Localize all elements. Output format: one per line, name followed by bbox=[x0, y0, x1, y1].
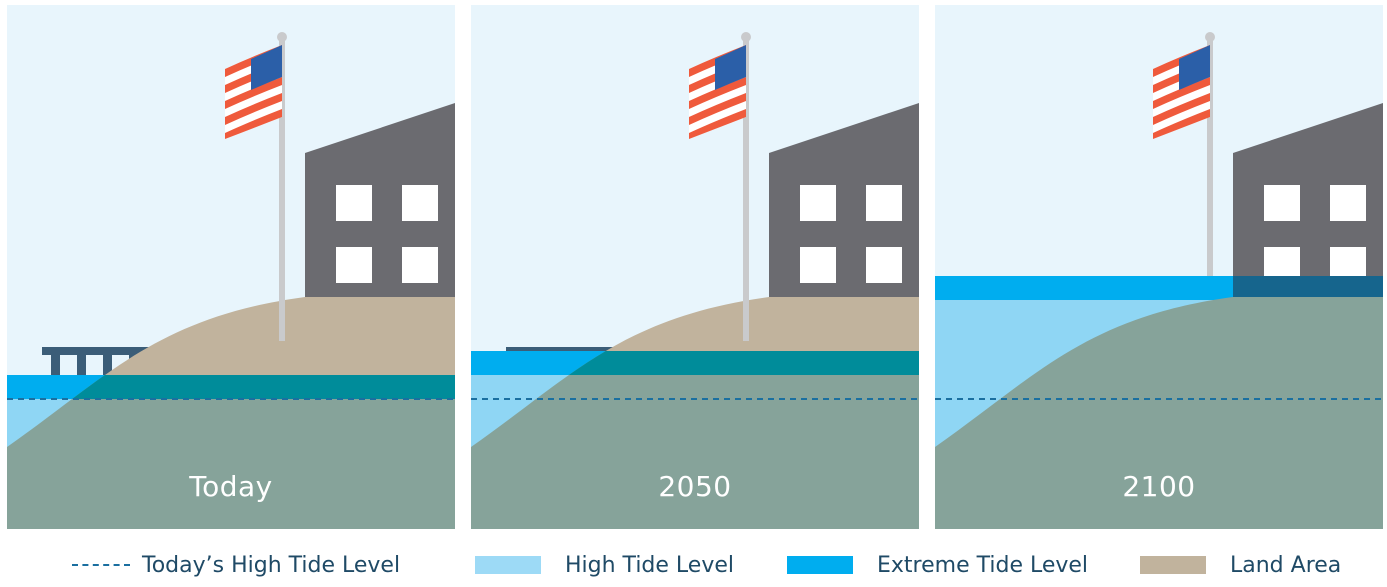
window bbox=[1264, 185, 1300, 221]
legend-item-todays-high-tide: Today’s High Tide Level bbox=[72, 550, 400, 580]
legend-item-high-tide: High Tide Level bbox=[475, 550, 734, 580]
submerged-land bbox=[471, 351, 919, 529]
submerged-land bbox=[935, 297, 1383, 529]
legend-swatch bbox=[1140, 556, 1206, 574]
window bbox=[402, 185, 438, 221]
scene-2100 bbox=[935, 5, 1383, 529]
window bbox=[336, 247, 372, 283]
window bbox=[402, 247, 438, 283]
submerged-land bbox=[7, 375, 455, 529]
legend-label: Land Area bbox=[1230, 552, 1342, 578]
flagpole bbox=[279, 37, 285, 341]
pier-deck bbox=[42, 347, 172, 355]
panel-label: 2050 bbox=[658, 470, 732, 503]
panel-label: Today bbox=[189, 470, 273, 503]
legend-swatch bbox=[475, 556, 541, 574]
window bbox=[1330, 185, 1366, 221]
panel-today: Today bbox=[7, 5, 455, 529]
panel-2050: 2050 bbox=[471, 5, 919, 529]
flagpole-top bbox=[277, 32, 287, 42]
flagpole bbox=[1207, 37, 1213, 341]
submerged-land-extreme bbox=[568, 351, 919, 375]
flagpole bbox=[743, 37, 749, 341]
flagpole-top bbox=[741, 32, 751, 42]
flag-icon bbox=[1153, 45, 1210, 139]
panel-2100: 2100 bbox=[935, 5, 1383, 529]
legend: Today’s High Tide Level High Tide Level … bbox=[0, 550, 1387, 580]
legend-label: High Tide Level bbox=[565, 552, 734, 578]
window bbox=[800, 185, 836, 221]
window bbox=[866, 247, 902, 283]
dashed-line-icon bbox=[72, 564, 130, 566]
flag-icon bbox=[225, 45, 282, 139]
scene-today bbox=[7, 5, 455, 529]
scene-2050 bbox=[471, 5, 919, 529]
submerged-land-extreme bbox=[72, 375, 455, 399]
legend-label: Today’s High Tide Level bbox=[142, 552, 401, 578]
panel-label: 2100 bbox=[1122, 470, 1196, 503]
legend-item-extreme-tide: Extreme Tide Level bbox=[787, 550, 1088, 580]
legend-item-land-area: Land Area bbox=[1140, 550, 1341, 580]
legend-label: Extreme Tide Level bbox=[877, 552, 1089, 578]
flagpole-top bbox=[1205, 32, 1215, 42]
legend-swatch bbox=[787, 556, 853, 574]
window bbox=[866, 185, 902, 221]
flag-icon bbox=[689, 45, 746, 139]
window bbox=[800, 247, 836, 283]
window bbox=[336, 185, 372, 221]
